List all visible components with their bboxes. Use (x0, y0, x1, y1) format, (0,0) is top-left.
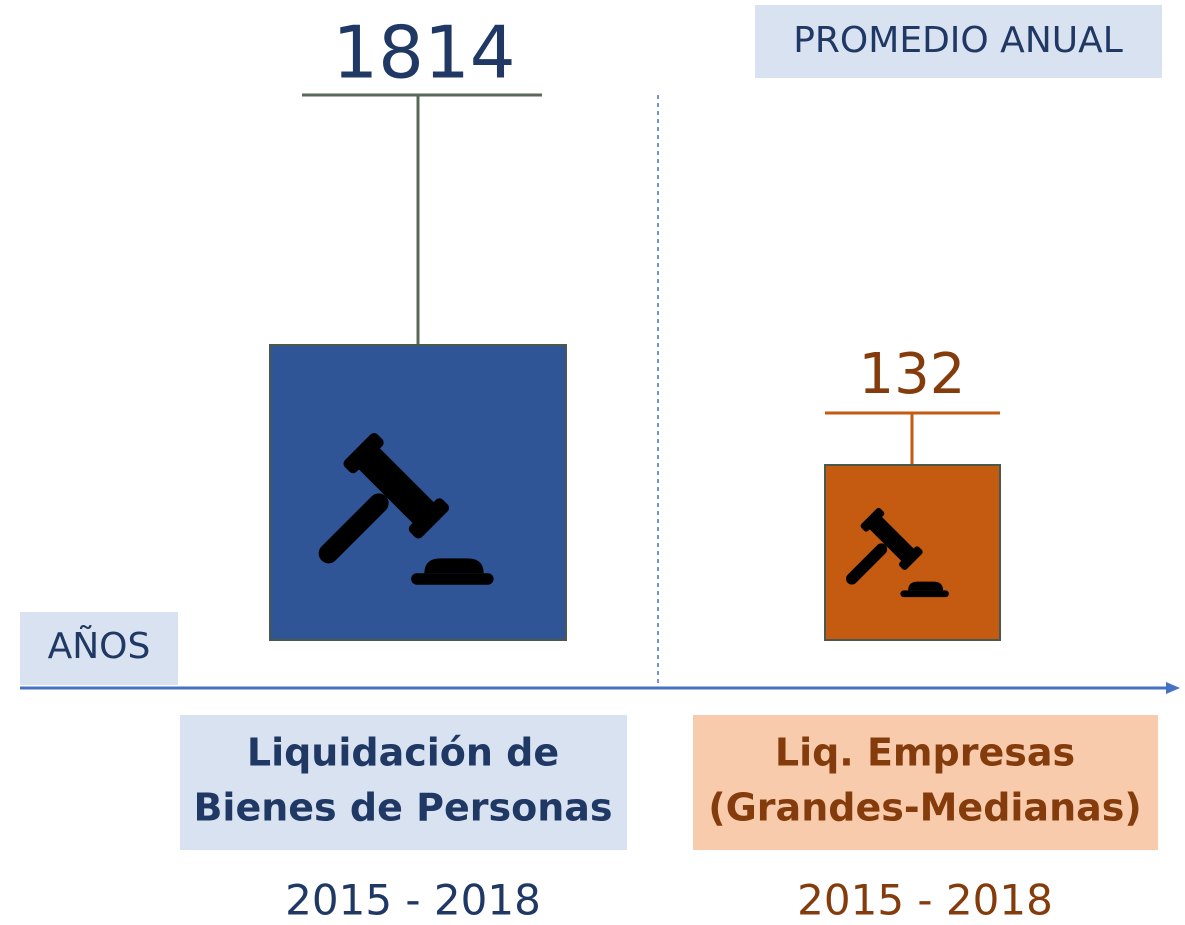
axis-arrow (1166, 682, 1180, 694)
label-line: Liquidación de (247, 731, 559, 775)
axis-label-box (20, 612, 178, 685)
value: 1814 (332, 11, 515, 95)
axis-label: AÑOS (48, 625, 151, 667)
badge: PROMEDIO ANUAL (793, 20, 1123, 61)
label-line: Bienes de Personas (193, 786, 612, 830)
label-box (180, 715, 627, 850)
period: 2015 - 2018 (285, 876, 541, 925)
label-line: Liq. Empresas (775, 731, 1075, 775)
badge-box (755, 5, 1162, 78)
value: 132 (859, 342, 966, 407)
period: 2015 - 2018 (797, 876, 1053, 925)
label-line: (Grandes-Medianas) (708, 786, 1142, 830)
label-box (693, 715, 1158, 850)
